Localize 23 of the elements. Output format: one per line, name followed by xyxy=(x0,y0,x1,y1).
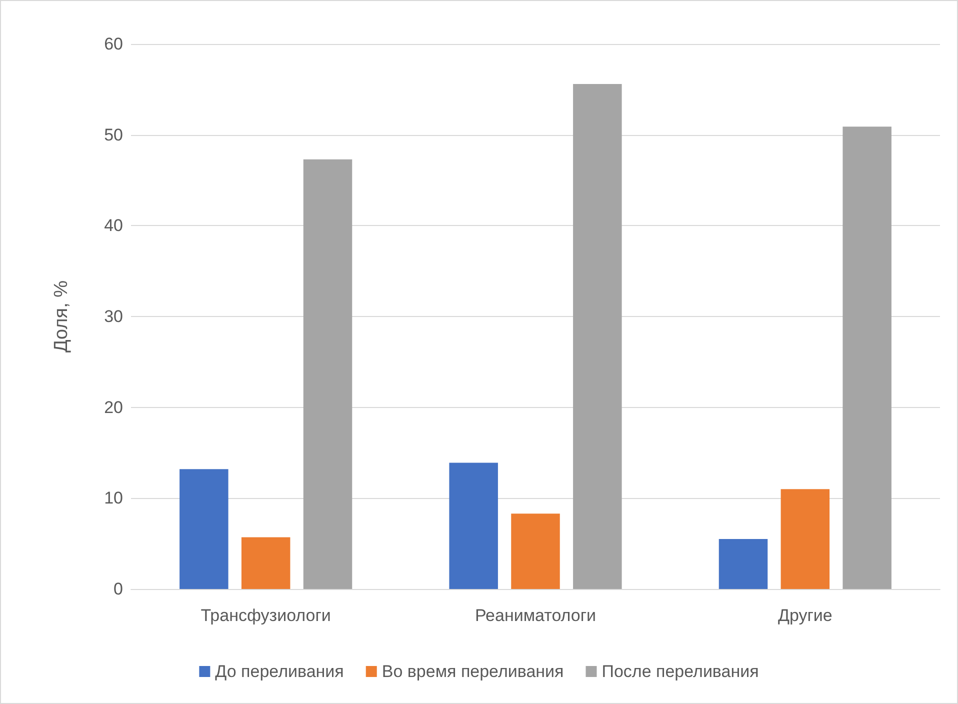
y-tick-label: 0 xyxy=(114,580,123,598)
bar xyxy=(780,489,830,589)
y-tick-label: 30 xyxy=(104,307,123,326)
x-tick-label: Другие xyxy=(778,606,832,625)
bar xyxy=(573,84,622,589)
bar xyxy=(241,537,290,589)
bar xyxy=(180,469,228,589)
bar xyxy=(842,126,892,589)
legend-label: После переливания xyxy=(602,662,759,681)
y-tick-label: 60 xyxy=(104,34,123,54)
y-axis-title: Доля, % xyxy=(51,280,72,353)
bar xyxy=(303,159,352,589)
y-tick-label: 20 xyxy=(104,398,123,417)
bar xyxy=(511,514,560,589)
legend-label: Во время переливания xyxy=(382,662,564,681)
y-tick-label: 10 xyxy=(104,488,123,508)
x-tick-label: Реаниматологи xyxy=(474,606,596,625)
bar xyxy=(718,539,768,589)
y-tick-label: 40 xyxy=(104,216,123,236)
legend-label: До переливания xyxy=(215,662,344,681)
y-tick-label: 50 xyxy=(104,125,123,144)
x-tick-label: Трансфузиологи xyxy=(200,606,331,625)
bar xyxy=(449,462,498,589)
